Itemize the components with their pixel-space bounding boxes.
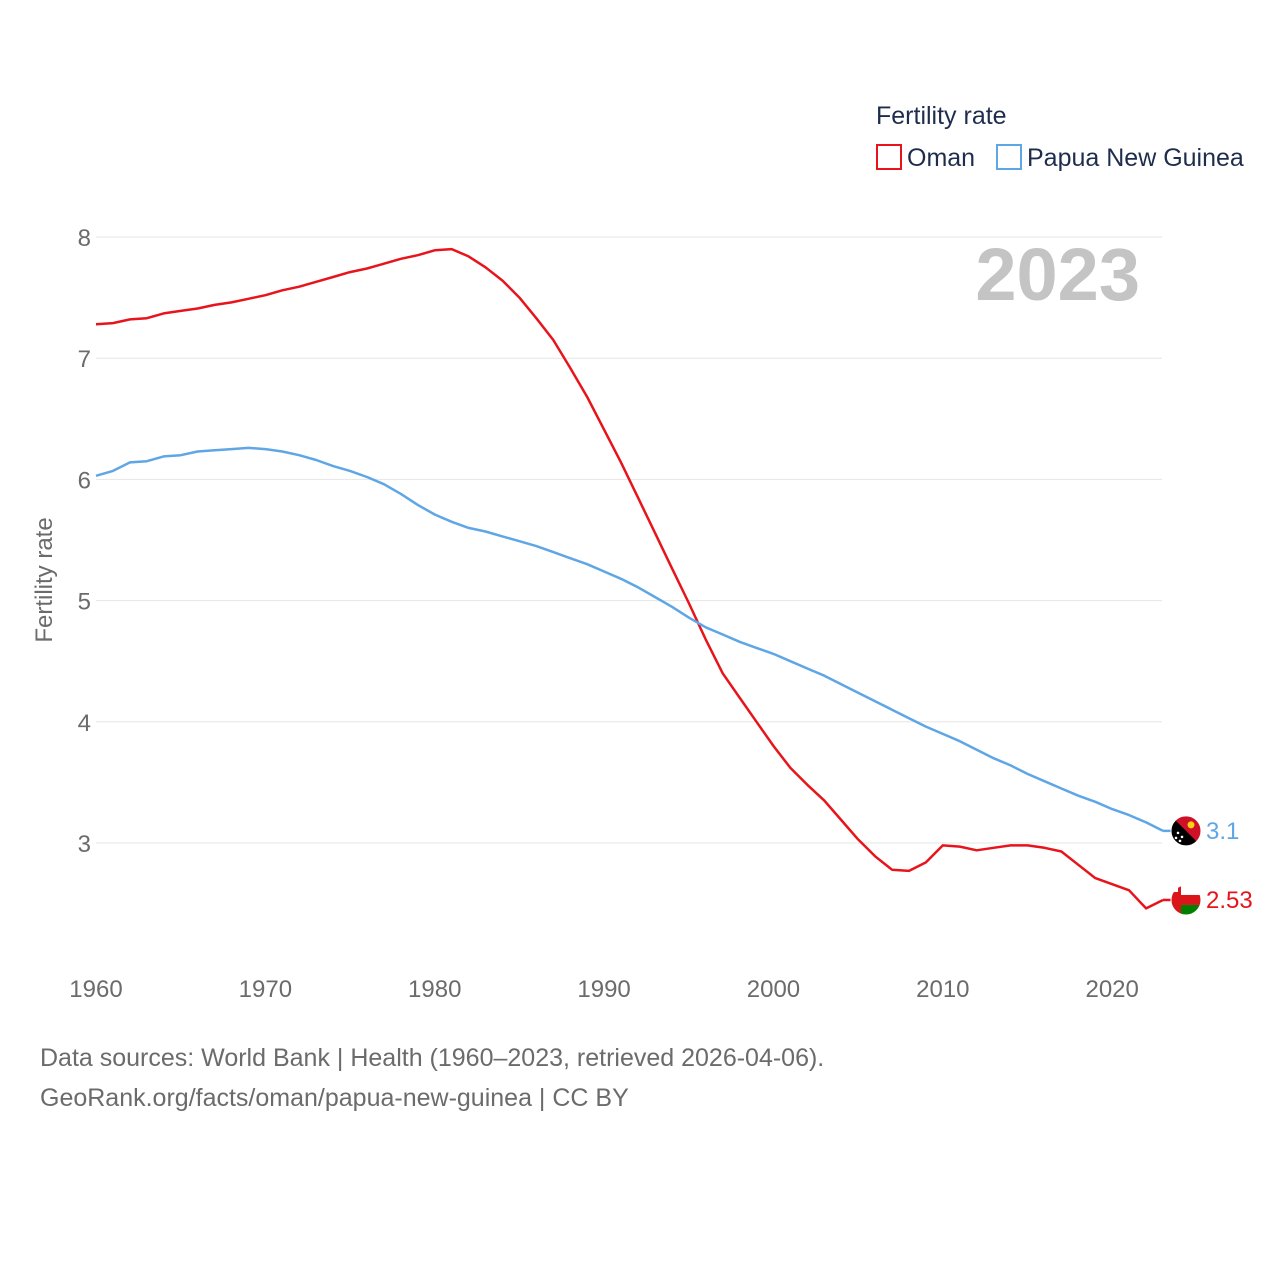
y-tick-label: 3 (78, 831, 91, 858)
legend-swatch-papua-new-guinea (996, 144, 1022, 170)
png-flag-icon (1170, 815, 1202, 847)
end-label-oman: 2.53 (1206, 887, 1253, 914)
y-tick-label: 7 (78, 346, 91, 373)
oman-flag-icon (1170, 884, 1202, 916)
flag-ring (1170, 884, 1202, 916)
x-tick-label: 1960 (69, 976, 122, 1003)
legend-swatch-oman (876, 144, 902, 170)
y-tick-label: 8 (78, 225, 91, 252)
data-source-note: Data sources: World Bank | Health (1960–… (40, 1044, 825, 1072)
legend-item-oman[interactable]: Oman (876, 144, 975, 172)
legend-label-papua-new-guinea: Papua New Guinea (1027, 144, 1244, 172)
x-tick-label: 2010 (916, 976, 969, 1003)
x-tick-label: 2000 (747, 976, 800, 1003)
y-tick-label: 5 (78, 589, 91, 616)
year-overlay: 2023 (975, 233, 1140, 316)
y-tick-label: 4 (78, 710, 91, 737)
x-tick-label: 1980 (408, 976, 461, 1003)
x-tick-label: 1970 (239, 976, 292, 1003)
end-label-papua-new-guinea: 3.1 (1206, 818, 1239, 845)
axis-ticks: 3 4 5 6 7 8 1960 1970 1980 1990 2000 2010 2020 (69, 225, 1139, 1003)
gridlines (96, 236, 1162, 844)
legend-label-oman: Oman (907, 144, 975, 172)
x-tick-label: 1990 (577, 976, 630, 1003)
series-line-oman[interactable] (95, 247, 1164, 910)
legend-item-papua-new-guinea[interactable]: Papua New Guinea (996, 144, 1244, 172)
x-tick-label: 2020 (1085, 976, 1138, 1003)
y-axis-title: Fertility rate (31, 517, 58, 642)
legend-title: Fertility rate (876, 102, 1007, 130)
series-lines (95, 247, 1171, 910)
y-tick-label: 6 (78, 467, 91, 494)
attribution-link[interactable]: GeoRank.org/facts/oman/papua-new-guinea … (40, 1084, 629, 1112)
series-line-papua-new-guinea[interactable] (95, 446, 1164, 833)
legend: Fertility rate Oman Papua New Guinea (876, 102, 1244, 172)
flag-ring (1170, 815, 1202, 847)
